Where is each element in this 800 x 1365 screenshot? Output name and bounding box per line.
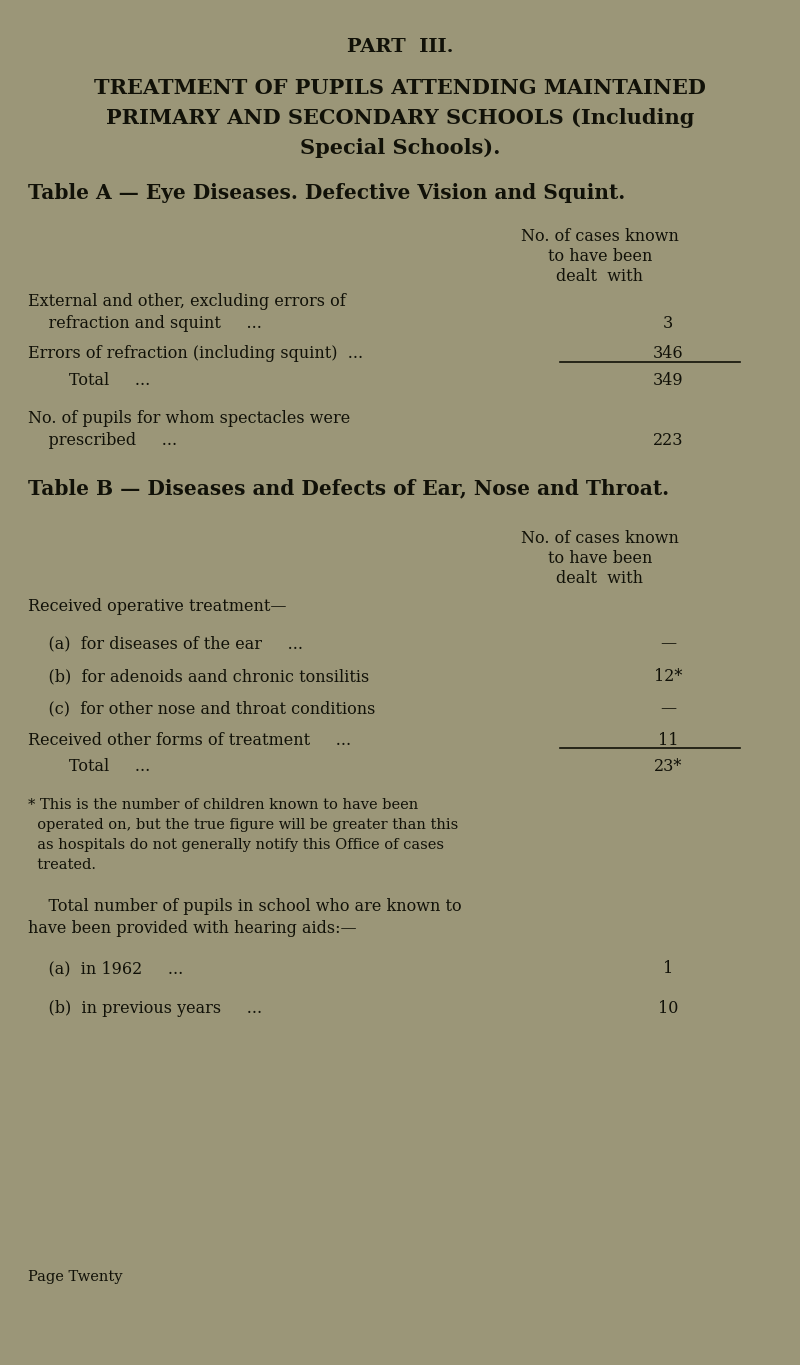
Text: Special Schools).: Special Schools). (300, 138, 500, 158)
Text: Total     ...: Total ... (28, 758, 150, 775)
Text: 349: 349 (653, 373, 683, 389)
Text: PART  III.: PART III. (346, 38, 454, 56)
Text: (b)  in previous years     ...: (b) in previous years ... (28, 1001, 262, 1017)
Text: No. of cases known: No. of cases known (521, 228, 679, 244)
Text: —: — (660, 635, 676, 652)
Text: TREATMENT OF PUPILS ATTENDING MAINTAINED: TREATMENT OF PUPILS ATTENDING MAINTAINED (94, 78, 706, 98)
Text: to have been: to have been (548, 550, 652, 566)
Text: (b)  for adenoids aand chronic tonsilitis: (b) for adenoids aand chronic tonsilitis (28, 667, 370, 685)
Text: have been provided with hearing aids:—: have been provided with hearing aids:— (28, 920, 357, 936)
Text: 3: 3 (663, 315, 673, 332)
Text: 11: 11 (658, 732, 678, 749)
Text: 23*: 23* (654, 758, 682, 775)
Text: treated.: treated. (28, 859, 96, 872)
Text: 10: 10 (658, 1001, 678, 1017)
Text: Total     ...: Total ... (28, 373, 150, 389)
Text: * This is the number of children known to have been: * This is the number of children known t… (28, 799, 418, 812)
Text: as hospitals do not generally notify this Office of cases: as hospitals do not generally notify thi… (28, 838, 444, 852)
Text: 346: 346 (653, 345, 683, 362)
Text: (a)  in 1962     ...: (a) in 1962 ... (28, 960, 183, 977)
Text: Received operative treatment—: Received operative treatment— (28, 598, 286, 616)
Text: 223: 223 (653, 431, 683, 449)
Text: Table B — Diseases and Defects of Ear, Nose and Throat.: Table B — Diseases and Defects of Ear, N… (28, 478, 669, 498)
Text: Received other forms of treatment     ...: Received other forms of treatment ... (28, 732, 351, 749)
Text: refraction and squint     ...: refraction and squint ... (28, 315, 262, 332)
Text: Errors of refraction (including squint)  ...: Errors of refraction (including squint) … (28, 345, 363, 362)
Text: —: — (660, 700, 676, 717)
Text: No. of cases known: No. of cases known (521, 530, 679, 547)
Text: to have been: to have been (548, 248, 652, 265)
Text: External and other, excluding errors of: External and other, excluding errors of (28, 293, 346, 310)
Text: Table A — Eye Diseases. Defective Vision and Squint.: Table A — Eye Diseases. Defective Vision… (28, 183, 626, 203)
Text: (c)  for other nose and throat conditions: (c) for other nose and throat conditions (28, 700, 375, 717)
Text: prescribed     ...: prescribed ... (28, 431, 177, 449)
Text: operated on, but the true figure will be greater than this: operated on, but the true figure will be… (28, 818, 458, 833)
Text: dealt  with: dealt with (557, 268, 643, 285)
Text: 1: 1 (663, 960, 673, 977)
Text: Total number of pupils in school who are known to: Total number of pupils in school who are… (28, 898, 462, 915)
Text: 12*: 12* (654, 667, 682, 685)
Text: PRIMARY AND SECONDARY SCHOOLS (Including: PRIMARY AND SECONDARY SCHOOLS (Including (106, 108, 694, 128)
Text: (a)  for diseases of the ear     ...: (a) for diseases of the ear ... (28, 635, 303, 652)
Text: Page Twenty: Page Twenty (28, 1269, 122, 1284)
Text: dealt  with: dealt with (557, 571, 643, 587)
Text: No. of pupils for whom spectacles were: No. of pupils for whom spectacles were (28, 410, 350, 427)
